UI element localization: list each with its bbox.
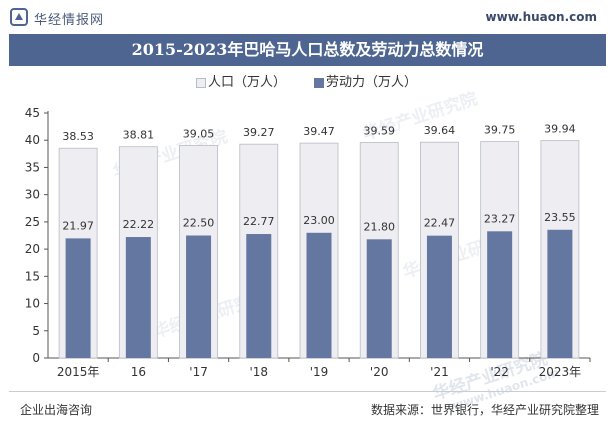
bar-labor <box>186 235 212 358</box>
legend-swatch-population <box>196 78 206 88</box>
title-bar: 2015-2023年巴哈马人口总数及劳动力总数情况 <box>9 34 606 66</box>
y-tick-label: 35 <box>25 160 40 174</box>
bar-labor <box>426 235 452 358</box>
site-url[interactable]: www.huaon.com <box>485 10 597 24</box>
bar-labor <box>125 237 151 358</box>
bar-labor <box>366 239 392 358</box>
huajing-logo-icon <box>10 8 28 26</box>
y-tick-label: 20 <box>25 242 40 256</box>
bar-labor <box>65 238 91 358</box>
legend-swatch-labor <box>314 78 324 88</box>
x-tick-label: '19 <box>310 365 329 379</box>
x-tick-label: '21 <box>430 365 449 379</box>
data-label-labor: 21.97 <box>62 219 94 232</box>
x-tick-label: '18 <box>249 365 268 379</box>
y-tick-label: 45 <box>25 106 40 120</box>
footer-source: 数据来源：世界银行，华经产业研究院整理 <box>370 403 599 417</box>
legend-label-population: 人口（万人） <box>208 75 287 90</box>
data-label-labor: 22.50 <box>183 217 215 230</box>
data-label-population: 39.94 <box>544 123 576 136</box>
legend-label-labor: 劳动力（万人） <box>326 75 418 90</box>
data-label-labor: 23.27 <box>484 212 516 225</box>
data-label-population: 39.59 <box>363 124 395 137</box>
x-tick-label: '17 <box>189 365 208 379</box>
chart-legend: 人口（万人） 劳动力（万人） <box>0 74 615 92</box>
data-label-population: 38.53 <box>62 130 94 143</box>
bar-labor <box>487 231 513 358</box>
bar-labor <box>547 229 573 358</box>
x-tick-label: '22 <box>490 365 509 379</box>
data-label-labor: 23.00 <box>303 214 335 227</box>
logo-text: 华经情报网 <box>34 13 105 28</box>
y-tick-label: 25 <box>25 215 40 229</box>
x-tick-label: 2023年 <box>539 365 582 379</box>
data-label-population: 39.05 <box>183 127 215 140</box>
top-bar: 华经情报网 www.huaon.com <box>0 0 615 34</box>
x-tick-label: 2015年 <box>57 365 100 379</box>
bar-labor <box>306 232 332 358</box>
bar-chart: 0 5 10 15 20 25 30 35 40 45 38.53 21.97 2015年 38.81 22… <box>25 106 591 379</box>
data-label-labor: 21.80 <box>363 220 395 233</box>
data-label-population: 39.47 <box>303 125 335 138</box>
x-tick-label: 16 <box>131 365 146 379</box>
data-label-population: 39.64 <box>424 124 456 137</box>
chart-title: 2015-2023年巴哈马人口总数及劳动力总数情况 <box>131 40 484 59</box>
y-tick-label: 10 <box>25 297 40 311</box>
x-tick-label: '20 <box>370 365 389 379</box>
bar-labor <box>246 234 272 358</box>
data-label-labor: 22.47 <box>424 217 456 230</box>
y-tick-label: 0 <box>32 351 40 365</box>
y-tick-label: 30 <box>25 188 40 202</box>
data-label-labor: 22.77 <box>243 215 275 228</box>
data-label-population: 38.81 <box>123 129 155 142</box>
y-tick-label: 15 <box>25 269 40 283</box>
footer-left-text: 企业出海咨询 <box>20 403 93 417</box>
footer-divider <box>9 391 606 392</box>
data-label-population: 39.27 <box>243 126 275 139</box>
data-label-population: 39.75 <box>484 124 516 137</box>
y-tick-label: 5 <box>32 324 40 338</box>
data-label-labor: 23.55 <box>544 211 576 224</box>
y-tick-label: 40 <box>25 133 40 147</box>
data-label-labor: 22.22 <box>123 218 155 231</box>
